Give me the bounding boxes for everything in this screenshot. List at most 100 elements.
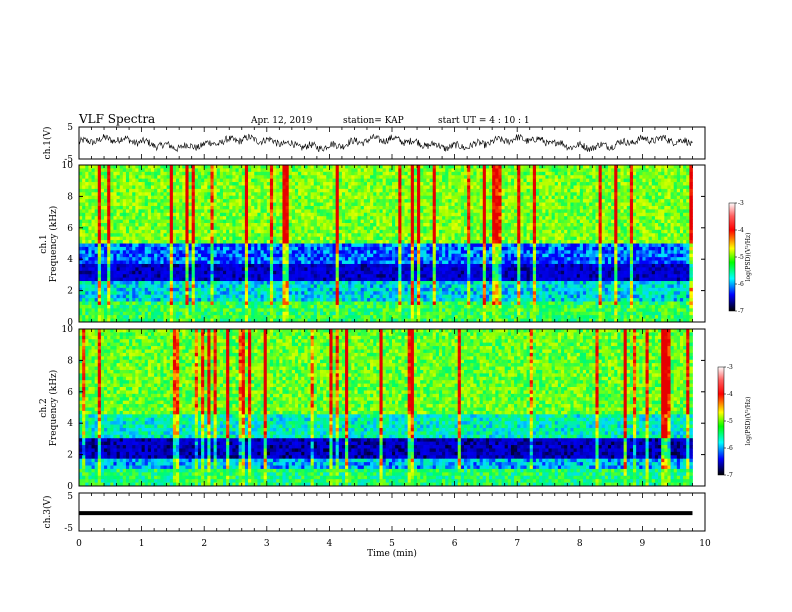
spectrogram-cell xyxy=(291,236,296,241)
spectrogram-cell xyxy=(357,185,362,190)
spectrogram-cell xyxy=(686,199,690,203)
spectrogram-cell xyxy=(633,178,637,183)
spectrogram-cell xyxy=(135,229,139,234)
spectrogram-cell xyxy=(426,219,430,224)
spectrogram-cell xyxy=(535,205,540,210)
spectrogram-cell xyxy=(276,182,280,186)
spectrogram-cell xyxy=(498,216,502,221)
spectrogram-cell xyxy=(91,185,96,190)
spectrogram-cell xyxy=(94,246,99,251)
spectrogram-cell xyxy=(404,195,409,200)
spectrogram-cell xyxy=(676,175,681,180)
spectrogram-cell xyxy=(595,233,599,238)
spectrogram-cell xyxy=(582,236,587,241)
spectrogram-cell xyxy=(154,178,158,183)
spectrogram-cell xyxy=(85,188,89,193)
spectrogram-cell xyxy=(401,212,405,217)
spectrogram-cell xyxy=(354,185,358,190)
spectrogram-cell xyxy=(532,195,537,200)
spectrogram-cell xyxy=(160,202,164,207)
spectrogram-cell xyxy=(413,212,418,217)
spectrogram-cell xyxy=(520,209,524,214)
spectrogram-cell xyxy=(579,205,584,210)
spectrogram-cell xyxy=(91,209,96,214)
spectrogram-cell xyxy=(235,223,240,227)
spectrogram-cell xyxy=(404,165,409,169)
spectrogram-cell xyxy=(629,216,634,221)
spectrogram-cell xyxy=(501,219,506,224)
spectrogram-cell xyxy=(232,165,236,169)
spectrogram-cell xyxy=(676,199,681,203)
spectrogram-cell xyxy=(426,188,430,193)
spectrogram-cell xyxy=(554,226,559,231)
spectrogram-cell xyxy=(354,236,358,241)
spectrogram-cell xyxy=(498,188,502,193)
spectrogram-cell xyxy=(595,226,599,231)
spectrogram-cell xyxy=(601,168,606,173)
spectrogram-cell xyxy=(567,240,571,244)
spectrogram-cell xyxy=(417,212,421,217)
spectrogram-cell xyxy=(664,165,668,169)
spectrogram-cell xyxy=(210,182,214,186)
spectrogram-cell xyxy=(257,192,261,197)
spectrogram-cell xyxy=(404,223,409,227)
spectrogram-cell xyxy=(329,199,333,203)
spectrogram-cell xyxy=(298,205,302,210)
spectrogram-cell xyxy=(392,185,396,190)
spectrogram-cell xyxy=(607,195,612,200)
spectrogram-cell xyxy=(454,171,459,176)
spectrogram-cell xyxy=(191,243,196,248)
spectrogram-cell xyxy=(482,216,487,221)
spectrogram-cell xyxy=(551,168,556,173)
spectrogram-cell xyxy=(110,236,114,241)
spectrogram-cell xyxy=(432,171,437,176)
spectrogram-cell xyxy=(266,250,271,255)
spectrogram-cell xyxy=(648,171,653,176)
spectrogram-cell xyxy=(207,178,211,183)
spectrogram-cell xyxy=(229,240,233,244)
spectrogram-cell xyxy=(335,192,340,197)
spectrogram-cell xyxy=(176,236,180,241)
spectrogram-cell xyxy=(354,202,358,207)
spectrogram-cell xyxy=(564,165,568,169)
spectrogram-cell xyxy=(332,216,337,221)
spectrogram-cell xyxy=(604,246,609,251)
spectrogram-cell xyxy=(185,175,189,180)
spectrogram-cell xyxy=(385,185,390,190)
spectrogram-cell xyxy=(332,250,337,255)
spectrogram-cell xyxy=(417,229,421,234)
spectrogram-cell xyxy=(451,171,455,176)
spectrogram-cell xyxy=(244,192,249,197)
spectrogram-cell xyxy=(661,205,665,210)
spectrogram-cell xyxy=(135,209,139,214)
spectrogram-cell xyxy=(238,246,243,251)
spectrogram-cell xyxy=(154,212,158,217)
spectrogram-cell xyxy=(442,205,446,210)
spectrogram-cell xyxy=(686,226,690,231)
spectrogram-cell xyxy=(254,182,258,186)
spectrogram-cell xyxy=(266,205,271,210)
spectrogram-cell xyxy=(432,178,437,183)
spectrogram-cell xyxy=(460,212,465,217)
spectrogram-cell xyxy=(263,250,268,255)
spectrogram-cell xyxy=(457,246,462,251)
spectrogram-cell xyxy=(651,182,656,186)
spectrogram-cell xyxy=(157,185,161,190)
spectrogram-cell xyxy=(94,205,99,210)
spectrogram-cell xyxy=(341,246,346,251)
spectrogram-cell xyxy=(248,195,252,200)
spectrogram-cell xyxy=(147,240,152,244)
spectrogram-cell xyxy=(263,192,268,197)
spectrogram-cell xyxy=(191,216,196,221)
spectrogram-cell xyxy=(470,182,474,186)
spectrogram-cell xyxy=(473,226,477,231)
spectrogram-cell xyxy=(532,223,537,227)
spectrogram-cell xyxy=(429,240,434,244)
spectrogram-cell xyxy=(332,236,337,241)
spectrogram-cell xyxy=(498,229,502,234)
spectrogram-cell xyxy=(579,229,584,234)
spectrogram-cell xyxy=(573,226,578,231)
spectrogram-cell xyxy=(263,240,268,244)
spectrogram-cell xyxy=(197,236,202,241)
spectrogram-cell xyxy=(642,165,646,169)
